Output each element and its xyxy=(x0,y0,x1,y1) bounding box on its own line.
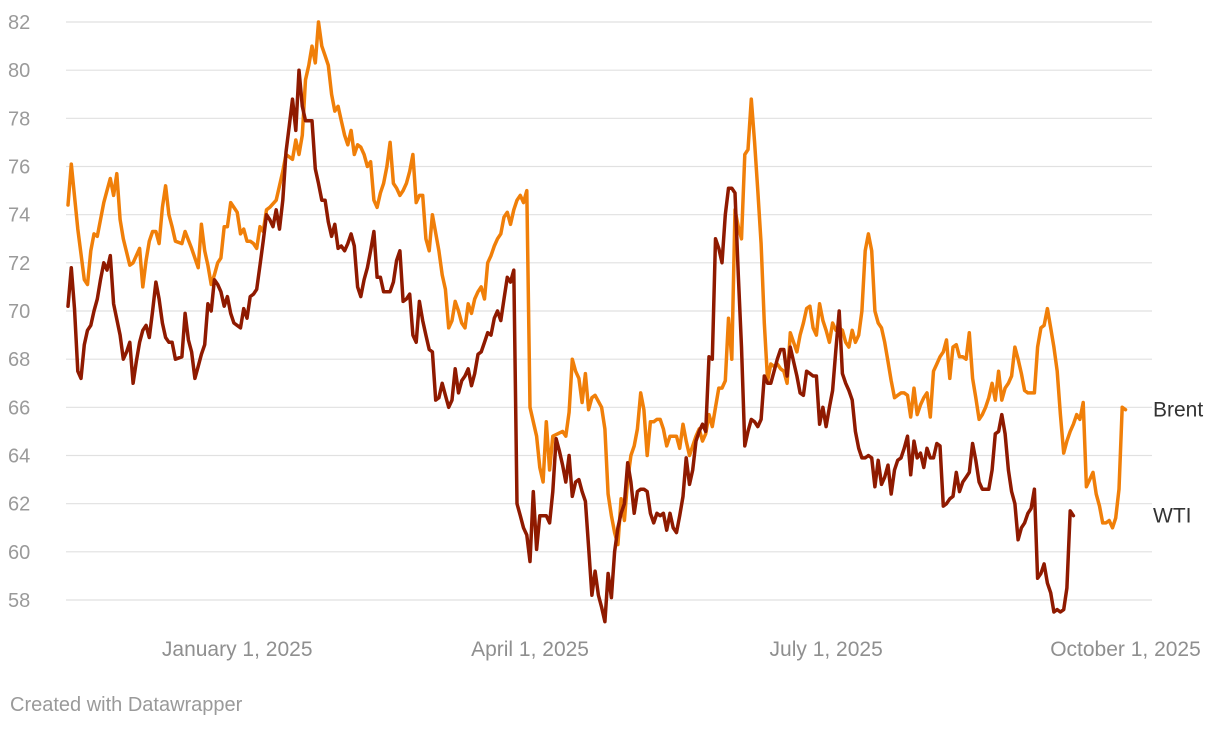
x-tick-label: July 1, 2025 xyxy=(770,638,883,661)
x-tick-label: October 1, 2025 xyxy=(1050,638,1201,661)
y-tick-label: 68 xyxy=(8,349,30,371)
footer-credit: Created with Datawrapper xyxy=(10,694,243,716)
series-line-wti xyxy=(66,68,1076,624)
series-label-brent: Brent xyxy=(1153,399,1203,422)
series-labels: Brent WTI xyxy=(1153,399,1203,528)
y-tick-label: 58 xyxy=(8,590,30,612)
series-line-brent xyxy=(66,20,1128,547)
y-tick-label: 76 xyxy=(8,157,30,179)
x-tick-label: April 1, 2025 xyxy=(471,638,589,661)
y-tick-label: 78 xyxy=(8,108,30,130)
y-tick-label: 60 xyxy=(8,542,30,564)
y-tick-label: 80 xyxy=(8,60,30,82)
y-tick-label: 74 xyxy=(8,205,30,227)
y-tick-label: 66 xyxy=(8,397,30,419)
y-tick-label: 62 xyxy=(8,494,30,516)
series-lines xyxy=(66,20,1128,624)
y-tick-label: 64 xyxy=(8,446,30,468)
x-tick-label: January 1, 2025 xyxy=(162,638,313,661)
y-tick-label: 70 xyxy=(8,301,30,323)
y-tick-label: 82 xyxy=(8,12,30,34)
x-axis: January 1, 2025 April 1, 2025 July 1, 2025… xyxy=(162,638,1201,661)
y-tick-label: 72 xyxy=(8,253,30,275)
y-axis: 58 60 62 64 66 68 70 72 74 76 78 80 82 xyxy=(8,12,30,612)
series-label-wti: WTI xyxy=(1153,505,1191,528)
gridlines xyxy=(66,21,1152,601)
